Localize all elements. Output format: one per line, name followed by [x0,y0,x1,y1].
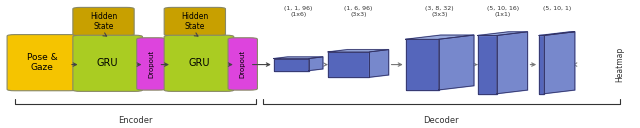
Polygon shape [328,50,388,52]
Text: (1, 6, 96)
(3x3): (1, 6, 96) (3x3) [344,6,372,17]
FancyBboxPatch shape [73,7,134,36]
FancyBboxPatch shape [137,38,166,90]
FancyBboxPatch shape [164,7,225,36]
Text: Encoder: Encoder [118,116,153,125]
Text: (5, 10, 16)
(1x1): (5, 10, 16) (1x1) [486,6,518,17]
Polygon shape [369,50,388,77]
Text: Dropout: Dropout [148,50,154,78]
Text: Hidden
State: Hidden State [181,12,209,31]
Polygon shape [477,35,497,94]
Text: (5, 10, 1): (5, 10, 1) [543,6,571,11]
Text: GRU: GRU [188,58,210,68]
FancyBboxPatch shape [7,35,77,91]
Text: Decoder: Decoder [424,116,459,125]
Polygon shape [497,32,527,94]
Polygon shape [309,57,323,71]
Polygon shape [328,52,369,77]
Polygon shape [439,35,474,90]
Text: Hidden
State: Hidden State [90,12,117,31]
Text: Dropout: Dropout [240,50,246,78]
Polygon shape [406,39,439,90]
Polygon shape [539,32,575,35]
Polygon shape [477,32,527,35]
Text: Pose &
Gaze: Pose & Gaze [26,53,57,72]
FancyBboxPatch shape [228,38,257,90]
Text: (1, 1, 96)
(1x6): (1, 1, 96) (1x6) [284,6,312,17]
FancyBboxPatch shape [73,35,143,91]
Text: (3, 8, 32)
(3x3): (3, 8, 32) (3x3) [426,6,454,17]
Polygon shape [406,35,474,39]
Text: Heatmap: Heatmap [616,47,625,82]
Polygon shape [274,57,323,58]
Polygon shape [544,32,575,94]
Polygon shape [274,58,309,71]
Polygon shape [539,35,544,94]
FancyBboxPatch shape [164,35,234,91]
Text: GRU: GRU [97,58,118,68]
